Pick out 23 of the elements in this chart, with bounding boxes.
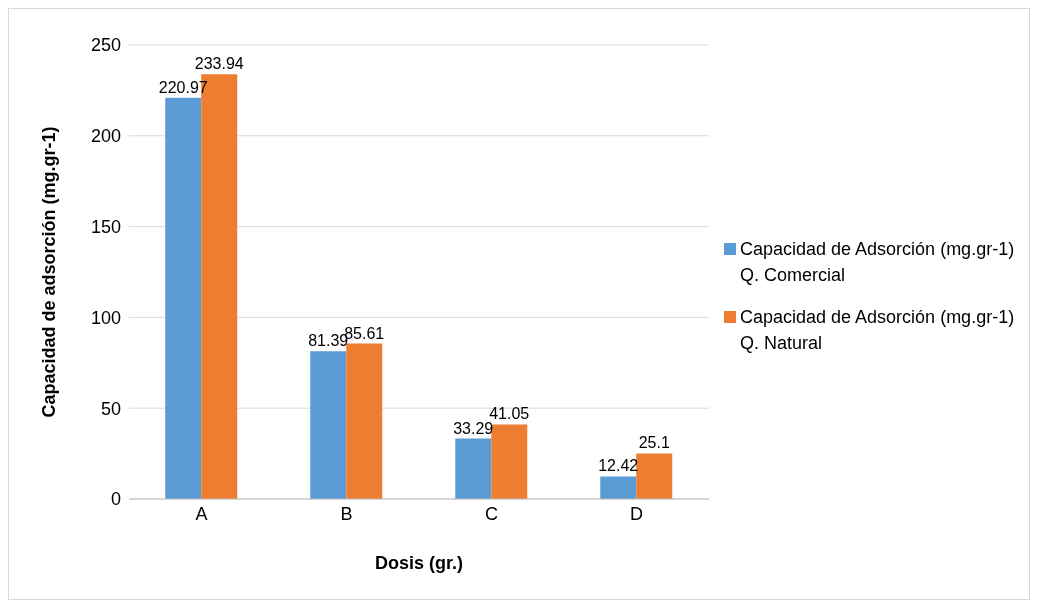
x-tick-label: A [195,503,208,524]
bar [310,351,347,499]
bar [455,438,492,499]
legend-label: Capacidad de Adsorción (mg.gr-1) Q. Natural [740,306,1016,355]
y-tick-label: 50 [100,398,121,419]
data-label: 233.94 [194,55,244,73]
y-tick-label: 200 [90,126,121,147]
x-tick-label: C [485,503,498,524]
y-tick-label: 250 [90,35,121,56]
y-axis-title: Capacidad de adsorción (mg.gr-1) [39,126,60,418]
x-tick-label: B [340,503,353,524]
x-tick-label: D [630,503,643,524]
x-axis-title: Dosis (gr.) [374,553,464,573]
bar [165,97,202,499]
y-tick-label: 0 [110,489,121,510]
data-label: 25.1 [638,434,670,452]
bar [600,476,637,499]
y-tick-label: 100 [90,307,121,328]
legend-label: Capacidad de Adsorción (mg.gr-1) Q. Comercial [740,238,1016,287]
bar [636,453,673,499]
bar [346,343,383,499]
bar [491,424,528,499]
y-tick-label: 150 [90,216,121,237]
